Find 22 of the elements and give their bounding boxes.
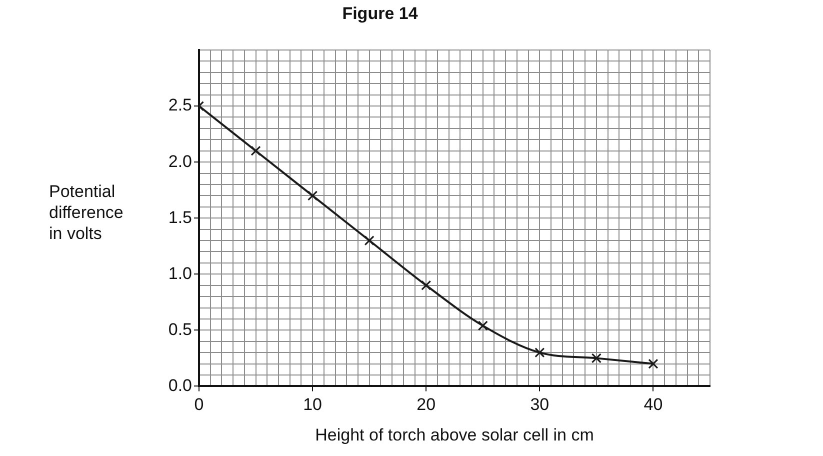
point [250, 146, 261, 156]
x-axis-title: Height of torch above solar cell in cm [315, 425, 594, 444]
y-axis-title: Potential difference in volts [49, 181, 124, 244]
y-tick-label: 0.5 [168, 320, 192, 339]
point [308, 190, 318, 201]
point [648, 358, 658, 369]
point [421, 280, 432, 290]
point [478, 320, 488, 331]
y-tick-label: 1.5 [168, 208, 192, 227]
x-tick-label: 20 [416, 395, 436, 414]
chart-title: Figure 14 [341, 4, 419, 24]
x-tick-label: 10 [303, 395, 322, 414]
y-tick-label: 0.0 [168, 376, 192, 395]
x-tick-label: 40 [644, 395, 663, 414]
point [364, 235, 374, 246]
y-tick-label: 2.5 [168, 96, 192, 115]
point [591, 353, 602, 364]
y-tick-label: 2.0 [168, 152, 192, 171]
point [534, 348, 545, 358]
x-tick-label: 30 [530, 395, 550, 414]
x-tick-label: 0 [194, 395, 204, 414]
y-tick-label: 1.0 [168, 264, 192, 283]
